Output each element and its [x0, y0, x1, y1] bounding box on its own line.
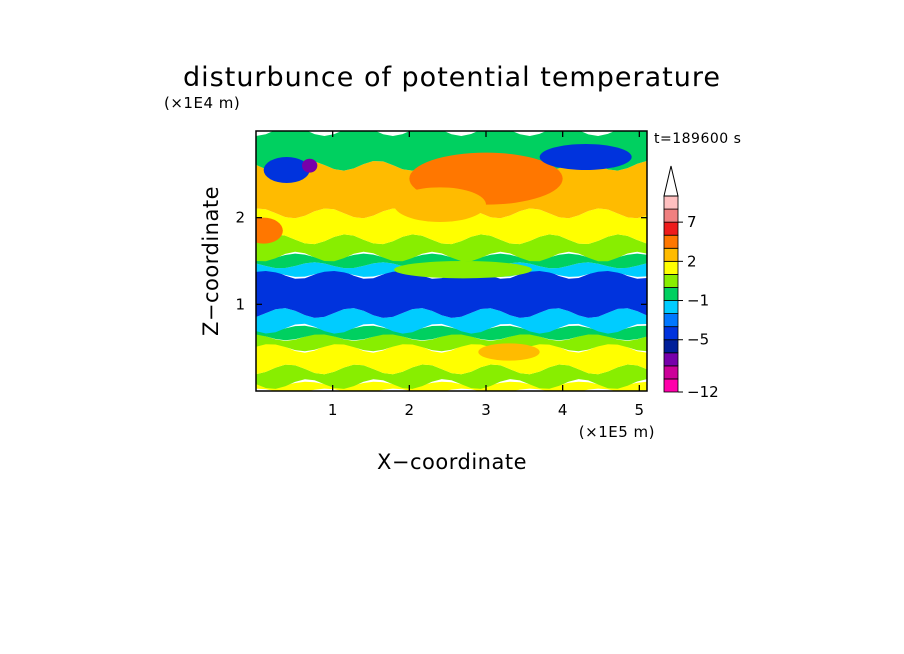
- colorbar-extend-arrow: [663, 165, 679, 197]
- colorbar-box: [663, 234, 679, 249]
- field-patch: [256, 217, 283, 244]
- colorbar-box: [663, 313, 679, 328]
- field-patch: [478, 343, 540, 361]
- colorbar-box: [663, 221, 679, 236]
- plot-frame: [255, 130, 648, 392]
- x-axis-label: X−coordinate: [377, 450, 527, 474]
- x-axis-unit: (×1E5 m): [579, 423, 655, 441]
- colorbar-box: [663, 247, 679, 262]
- colorbar-box: [663, 208, 679, 223]
- field-layer: [256, 325, 647, 341]
- field-layer: [256, 308, 647, 334]
- colorbar-box: [663, 300, 679, 314]
- field-layer: [256, 253, 647, 269]
- x-tick-label: 1: [328, 401, 338, 419]
- y-axis-ticks: 12: [235, 209, 647, 313]
- colorbar-box: [663, 273, 679, 288]
- x-tick-label: 4: [558, 401, 568, 419]
- field-layer: [256, 234, 647, 262]
- y-axis-unit: (×1E4 m): [164, 94, 240, 112]
- y-axis-label: Z−coordinate: [199, 186, 223, 336]
- x-tick-label: 5: [635, 401, 645, 419]
- colorbar-label: −5: [687, 331, 709, 349]
- colorbar-box: [663, 287, 679, 301]
- x-tick-label: 2: [405, 401, 415, 419]
- chart-title: disturbunce of potential temperature: [183, 62, 721, 93]
- colorbar-box: [663, 352, 679, 367]
- y-tick-label: 2: [235, 209, 245, 227]
- field-patch: [302, 158, 318, 173]
- colorbar-label: −12: [687, 383, 719, 401]
- field-layer: [256, 333, 647, 352]
- colorbar-box: [663, 195, 679, 210]
- colorbar-box: [663, 365, 679, 380]
- colorbar: 7 2 −1 −5 −12: [663, 165, 719, 401]
- colorbar-label: −1: [687, 292, 709, 310]
- field-layer: [256, 342, 647, 375]
- colorbar-box: [663, 260, 679, 275]
- colorbar-label: 2: [687, 252, 697, 270]
- plot-field: [256, 131, 647, 391]
- field-layer: [256, 208, 647, 245]
- field-patch: [394, 187, 486, 223]
- x-tick-label: 3: [481, 401, 491, 419]
- field-patch: [263, 157, 310, 183]
- colorbar-box: [663, 378, 679, 393]
- x-axis-ticks: 1 2 3 4 5: [328, 131, 644, 419]
- field-patch: [394, 261, 532, 279]
- field-layer: [256, 269, 647, 318]
- field-layer: [256, 364, 647, 389]
- colorbar-box: [663, 326, 679, 341]
- colorbar-box: [663, 339, 679, 354]
- y-tick-label: 1: [235, 295, 245, 313]
- field-patch: [539, 144, 632, 170]
- colorbar-label: 7: [687, 213, 697, 231]
- time-label: t=189600 s: [654, 131, 741, 147]
